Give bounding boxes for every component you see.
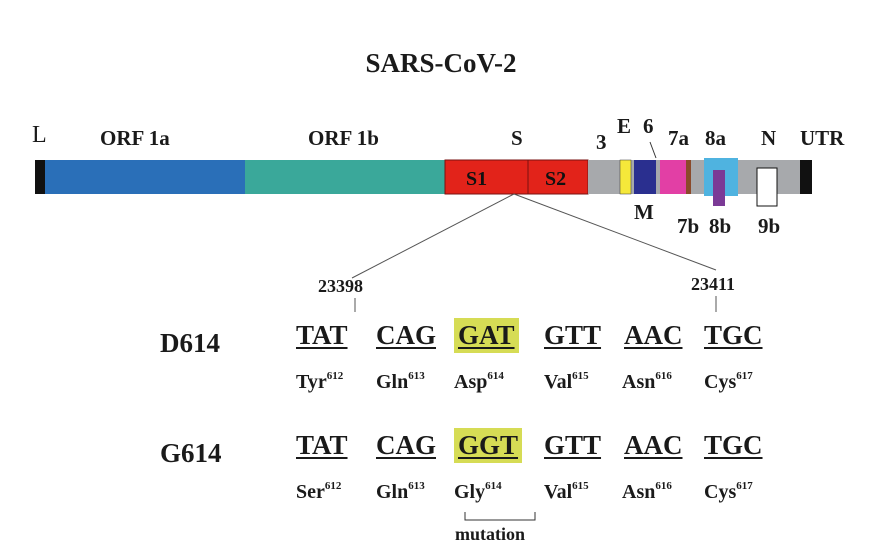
amino-acid-name: Ser [296,481,325,503]
segment-membrane [634,160,656,194]
residue-number: 616 [655,480,672,492]
segment-orf1a [45,160,245,194]
label-utr: UTR [800,126,845,150]
segment-envelope [619,159,632,195]
label-connector-orf6 [649,141,657,159]
codon: TAT [296,430,348,460]
amino-acid-name: Val [544,371,573,393]
amino-acid: Asn616 [622,480,672,504]
amino-acid-name: Asn [622,481,656,503]
residue-number: 616 [655,370,672,382]
genome-leader-cap [35,160,45,194]
amino-acid: Tyr612 [296,370,343,394]
zoom-line-right [513,193,717,271]
label-spike: S [511,126,523,150]
label-orf3: 3 [596,130,607,154]
residue-number: 612 [324,480,342,492]
residue-number: 615 [572,370,589,382]
amino-acid-name: Gly [454,481,486,503]
amino-acid-name: Cys [704,371,737,393]
diagram-title: SARS-CoV-2 [365,48,517,78]
segment-s2 [527,159,589,195]
codon: CAG [376,320,436,350]
label-orf9b: 9b [758,214,781,238]
amino-acid-name: Val [544,481,573,503]
segment-orf1b [245,160,445,194]
row-label: G614 [160,438,222,468]
label-leader: L [32,122,47,148]
segment-orf8b [713,170,725,206]
segment-orf7b [686,160,691,194]
genome-map [35,141,812,279]
residue-number: 614 [485,480,502,492]
segment-s1 [444,159,529,195]
amino-acid: Asn616 [622,370,672,394]
codon: GTT [544,430,602,460]
amino-acid: Gln613 [376,370,425,394]
zoom-line-left [351,193,515,279]
codon: TAT [296,320,348,350]
codon: CAG [376,430,436,460]
label-nucleocapsid: N [761,126,777,150]
codon-highlighted: GAT [454,318,519,353]
label-s2: S2 [545,168,567,190]
residue-number: 615 [572,480,589,492]
label-orf1a: ORF 1a [100,126,170,150]
label-orf8b: 8b [709,214,732,238]
residue-number: 612 [326,370,344,382]
codon: AAC [624,320,683,350]
codon-highlighted: GGT [454,428,523,463]
amino-acid: Cys617 [704,480,753,504]
residue-number: 617 [736,370,753,382]
row-label: D614 [160,328,220,358]
amino-acid-name: Tyr [296,371,327,393]
label-orf7a: 7a [668,126,689,150]
amino-acid-name: Cys [704,481,737,503]
genome-end-cap [800,160,812,194]
amino-acid: Asp614 [454,370,504,394]
residue-number: 613 [408,370,425,382]
amino-acid: Val615 [544,480,589,504]
codon: GTT [544,320,602,350]
amino-acid: Gln613 [376,480,425,504]
segment-orf7a [660,160,686,194]
amino-acid: Ser612 [296,480,341,504]
amino-acid: Cys617 [704,370,753,394]
residue-number: 614 [487,370,504,382]
label-membrane: M [634,200,654,224]
amino-acid-name: Asp [454,371,488,393]
codon: TGC [704,320,763,350]
residue-number: 613 [408,480,425,492]
mutation-label: mutation [455,524,526,544]
label-s1: S1 [466,168,488,190]
mutation-bracket-line [464,512,536,521]
amino-acid-name: Gln [376,481,409,503]
segment-orf9b [756,167,778,207]
amino-acid: Val615 [544,370,589,394]
position-start: 23398 [318,276,363,296]
amino-acid-name: Gln [376,371,409,393]
label-orf6: 6 [643,114,654,138]
position-end: 23411 [691,274,736,294]
label-orf7b: 7b [677,214,700,238]
residue-number: 617 [736,480,753,492]
label-orf8a: 8a [705,126,726,150]
amino-acid: Gly614 [454,480,502,504]
amino-acid-name: Asn [622,371,656,393]
label-orf1b: ORF 1b [308,126,379,150]
codon: TGC [704,430,763,460]
label-envelope: E [617,114,632,138]
codon: AAC [624,430,683,460]
